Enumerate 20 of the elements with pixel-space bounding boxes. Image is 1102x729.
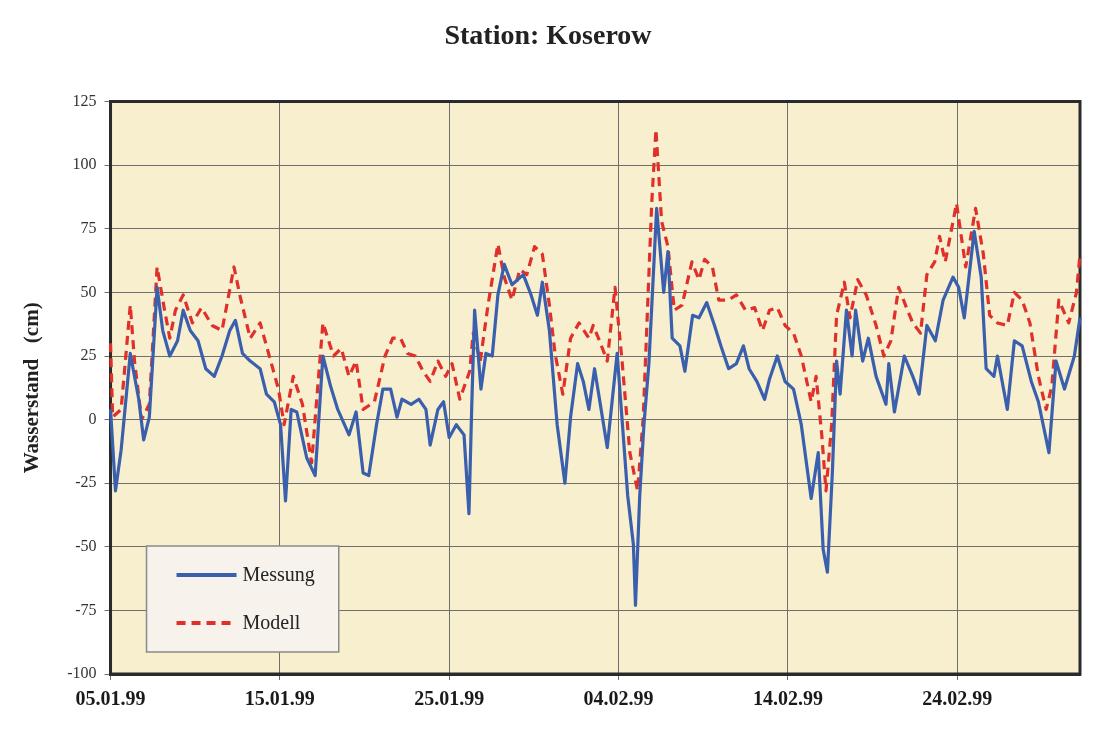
- x-tick-label: 05.01.99: [75, 687, 146, 710]
- y-tick-label: 75: [80, 219, 97, 236]
- legend-label: Modell: [242, 611, 301, 634]
- y-tick-label: -75: [75, 600, 97, 618]
- y-tick-label: -50: [75, 537, 97, 554]
- x-tick-label: 25.01.99: [414, 687, 485, 710]
- x-tick-label: 24.02.99: [922, 687, 993, 710]
- y-tick-label: 100: [72, 155, 97, 173]
- y-axis-title: Wasserstand (cm): [19, 302, 44, 474]
- y-tick-label: 50: [80, 282, 97, 300]
- x-tick-label: 15.01.99: [244, 687, 315, 710]
- y-tick-label: 25: [80, 346, 97, 364]
- y-tick-label: 0: [88, 409, 97, 427]
- x-tick-label: 04.02.99: [583, 687, 654, 710]
- chart-title: Station: Koserow: [444, 19, 653, 51]
- y-tick-label: -25: [75, 473, 97, 491]
- y-tick-label: -100: [67, 664, 97, 682]
- legend-label: Messung: [242, 563, 315, 587]
- y-tick-label: 125: [72, 91, 97, 109]
- x-tick-label: 14.02.99: [752, 687, 823, 710]
